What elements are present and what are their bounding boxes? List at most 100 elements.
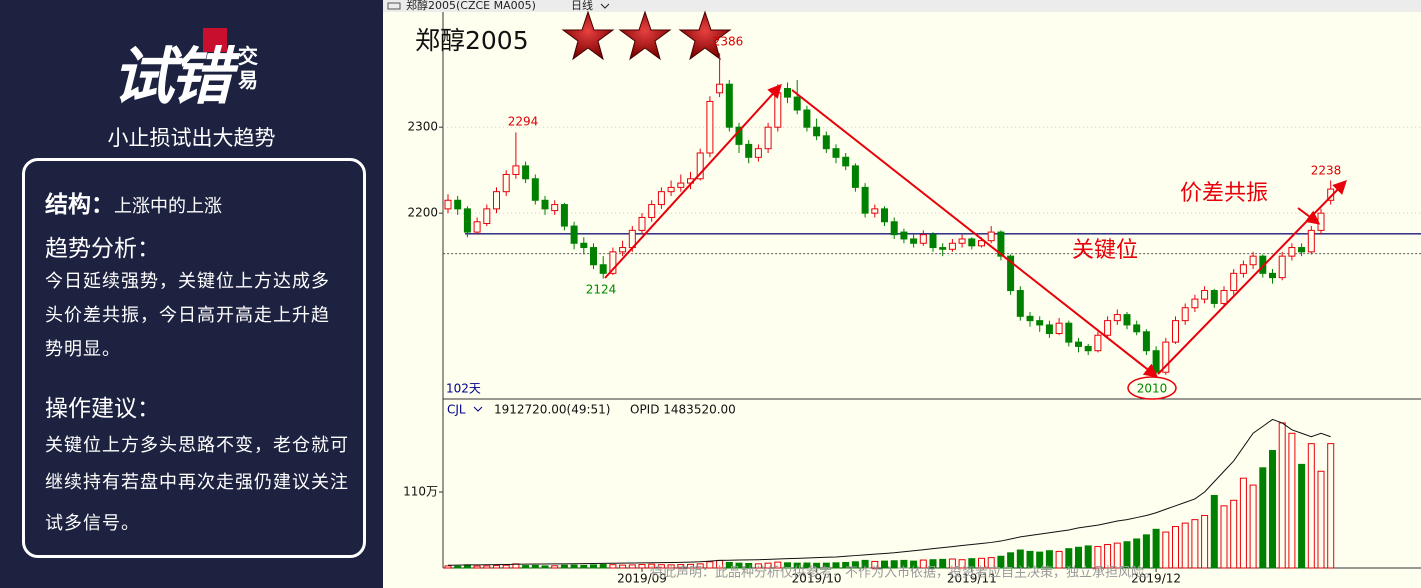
candle-body [910, 238, 918, 244]
x-tick-label: 2019/10 [792, 572, 842, 586]
candle-body [590, 247, 597, 266]
candle-body [1084, 345, 1092, 352]
trend-arrow [604, 83, 782, 279]
star [678, 10, 732, 61]
candle-body [531, 178, 539, 201]
volume-bar [560, 564, 568, 569]
candle-body [1181, 307, 1189, 322]
candle-body [793, 96, 801, 111]
advice-line: 继续持有若盘中再次走强仍建议关注 [45, 472, 349, 493]
candle-body [541, 199, 549, 210]
peak-label: 2294 [508, 115, 539, 129]
volume-bar [997, 555, 1005, 569]
candle-body [1317, 212, 1325, 231]
candle-body [1269, 272, 1276, 279]
candle-body [619, 247, 627, 253]
volume-bar [1249, 484, 1257, 569]
volume-bar [580, 564, 588, 569]
candle-body [764, 126, 772, 150]
analysis-line: 头价差共振，今日高开高走上升趋 [45, 305, 330, 326]
candle-body [696, 152, 704, 180]
toolbar-icon [387, 2, 401, 10]
volume-bar [570, 564, 578, 569]
candle-body [1220, 290, 1228, 304]
volume-bar [919, 559, 927, 569]
logo: 试错 [112, 40, 232, 113]
volume-bar [1113, 542, 1121, 569]
volume-bar [784, 562, 791, 569]
volume-bar [1220, 505, 1228, 569]
volume-bar [473, 565, 481, 569]
volume-bar [628, 564, 636, 569]
volume-bar [444, 565, 452, 569]
candle-body [473, 221, 481, 233]
indicator-chevron[interactable] [473, 406, 483, 412]
analysis-card: 结构：上涨中的上涨 趋势分析： 今日延续强势，关键位上方达成多 头价差共振，今日… [22, 158, 366, 558]
volume-bar [890, 560, 898, 569]
candle-body [599, 264, 607, 274]
candle-body [1075, 341, 1082, 347]
candle-body [570, 225, 578, 244]
volume-bar [774, 561, 782, 569]
candle-body [1055, 322, 1063, 335]
volume-bar [541, 565, 549, 569]
candle-body [502, 173, 510, 193]
highlight-circle [1127, 376, 1177, 400]
analysis-label: 趋势分析： [45, 236, 160, 262]
volume-bar [1162, 531, 1170, 569]
volume-bar [483, 565, 491, 569]
candle-body [958, 238, 966, 244]
disclaimer: 特此声明：此品种分析仅供参考，不作为入市依据，投资者应自主决策，独立承担风险。 [650, 565, 1157, 581]
period[interactable]: 日线 [571, 0, 593, 12]
volume-bar [1317, 470, 1325, 569]
candle-body [1016, 290, 1024, 317]
candle-body [706, 100, 714, 154]
key-level-label: 关键位 [1072, 238, 1138, 263]
volume-bar [1104, 544, 1112, 569]
candle-body [929, 234, 937, 249]
volume-indicator[interactable]: CJL [447, 403, 466, 417]
period-chevron[interactable] [600, 3, 610, 9]
candle-body [1191, 298, 1199, 309]
volume-bar [1036, 551, 1044, 569]
volume-bar [1298, 463, 1306, 569]
candle-body [939, 247, 947, 250]
volume-bar [1026, 550, 1034, 569]
volume-bar [900, 559, 908, 569]
candle-body [842, 156, 850, 167]
volume-bar [978, 557, 985, 569]
candle-body [861, 186, 869, 214]
candle-body [1104, 320, 1112, 336]
candle-body [784, 88, 791, 98]
volume-bar [793, 562, 801, 569]
candle-body [1307, 229, 1315, 253]
volume-bar [1269, 450, 1276, 569]
volume-bar [502, 564, 510, 569]
volume-bar [551, 565, 559, 569]
volume-bar [822, 562, 830, 569]
logo-sub: 交易 [238, 44, 258, 92]
opid-readout: OPID 1483520.00 [630, 403, 736, 417]
volume-bar [657, 564, 665, 569]
volume-bar [881, 560, 888, 569]
trend-arrows [604, 83, 1347, 378]
candle-body [832, 148, 840, 158]
volume-bar [764, 562, 772, 569]
volume-bar [1007, 552, 1015, 569]
volume-bar [531, 564, 539, 569]
volume-bar [1094, 546, 1102, 569]
x-tick-label: 2019/12 [1131, 572, 1181, 586]
volume-bar [842, 561, 850, 569]
seal [203, 28, 227, 52]
candle-body [890, 221, 898, 236]
volume-bar [929, 559, 937, 569]
structure-label: 结构： [45, 192, 114, 218]
volume-bar [1239, 477, 1247, 569]
volume-bar [1065, 548, 1073, 569]
star [561, 10, 615, 61]
volume-bar [1230, 499, 1238, 569]
chart: 郑醇2005(CZCE MA005) 日线 郑醇2005 2300 2200 110… [383, 0, 1421, 588]
candle-body [463, 208, 471, 233]
candle-body [1201, 290, 1209, 300]
